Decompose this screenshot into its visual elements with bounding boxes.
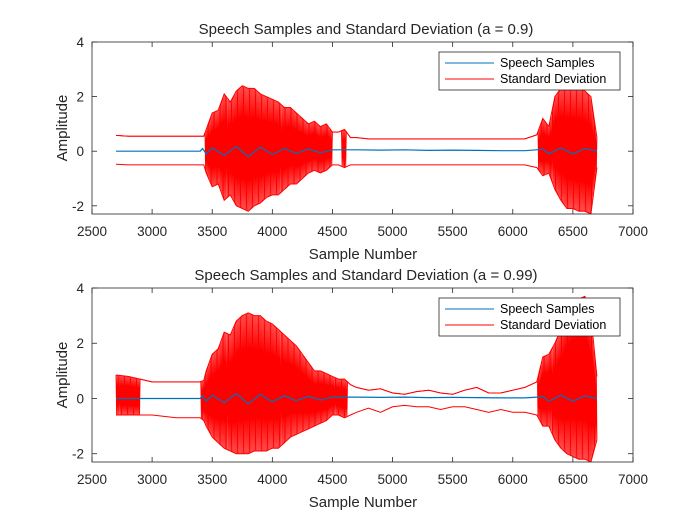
- x-tick-label: 4500: [317, 224, 347, 239]
- x-tick-label: 3500: [197, 472, 227, 487]
- series-line-standard-deviation-upper: [115, 85, 598, 140]
- plot-area: [115, 85, 598, 214]
- legend-label-standard-deviation: Standard Deviation: [500, 72, 606, 86]
- x-tick-label: 6500: [558, 472, 588, 487]
- y-tick-label: 0: [76, 144, 84, 159]
- x-tick-label: 7000: [618, 472, 648, 487]
- subplot-1: Speech Samples and Standard Deviation (a…: [54, 21, 648, 263]
- x-axis-ticks: 2500 3000 3500 4000 4500 5000 5500 6000 6500 7000: [77, 288, 648, 487]
- series-line-standard-deviation-lower: [116, 404, 598, 462]
- x-tick-label: 2500: [77, 472, 107, 487]
- legend-box: [438, 297, 621, 337]
- y-tick-label: 4: [76, 35, 84, 50]
- legend-label-standard-deviation: Standard Deviation: [500, 318, 606, 332]
- y-axis-label: Amplitude: [54, 95, 71, 162]
- x-axis-label: Sample Number: [309, 246, 417, 263]
- chart-title: Speech Samples and Standard Deviation (a…: [194, 267, 537, 284]
- y-tick-label: -2: [72, 447, 84, 462]
- subplot-2: Speech Samples and Standard Deviation (a…: [54, 267, 648, 511]
- x-tick-label: 5500: [438, 472, 468, 487]
- y-tick-label: -2: [72, 199, 84, 214]
- x-tick-label: 6000: [498, 472, 528, 487]
- x-tick-label: 3000: [137, 472, 167, 487]
- x-tick-label: 5000: [378, 224, 408, 239]
- plot-area: [115, 295, 598, 462]
- x-tick-label: 6500: [558, 224, 588, 239]
- x-axis-ticks: 2500 3000 3500 4000 4500 5000 5500 6000 6500 7000: [77, 42, 648, 239]
- legend-label-speech-samples: Speech Samples: [500, 302, 595, 316]
- legend-label-speech-samples: Speech Samples: [500, 56, 595, 70]
- y-tick-label: 2: [76, 90, 84, 105]
- y-axis-label: Amplitude: [54, 342, 71, 409]
- y-tick-label: 4: [76, 281, 84, 296]
- x-tick-label: 5000: [378, 472, 408, 487]
- axes-box: [91, 287, 634, 463]
- axes-box: [91, 41, 634, 215]
- x-tick-label: 4000: [257, 472, 287, 487]
- x-tick-label: 6000: [498, 224, 528, 239]
- x-tick-label: 4500: [317, 472, 347, 487]
- legend: Speech Samples Standard Deviation: [438, 297, 621, 337]
- y-axis-ticks: -2 0 2 4: [72, 281, 633, 462]
- legend: Speech Samples Standard Deviation: [438, 51, 621, 91]
- chart-title: Speech Samples and Standard Deviation (a…: [199, 21, 534, 38]
- x-tick-label: 2500: [77, 224, 107, 239]
- y-tick-label: 0: [76, 391, 84, 406]
- series-line-speech-samples: [116, 145, 598, 158]
- series-line-standard-deviation-lower: [115, 163, 598, 214]
- y-tick-label: 2: [76, 336, 84, 351]
- series-line-speech-samples: [116, 392, 598, 405]
- x-tick-label: 5500: [438, 224, 468, 239]
- x-axis-label: Sample Number: [309, 494, 417, 511]
- series-line-standard-deviation-upper: [115, 295, 598, 395]
- x-tick-label: 7000: [618, 224, 648, 239]
- x-tick-label: 4000: [257, 224, 287, 239]
- y-axis-ticks: -2 0 2 4: [72, 35, 633, 214]
- legend-box: [438, 51, 621, 91]
- x-tick-label: 3500: [197, 224, 227, 239]
- x-tick-label: 3000: [137, 224, 167, 239]
